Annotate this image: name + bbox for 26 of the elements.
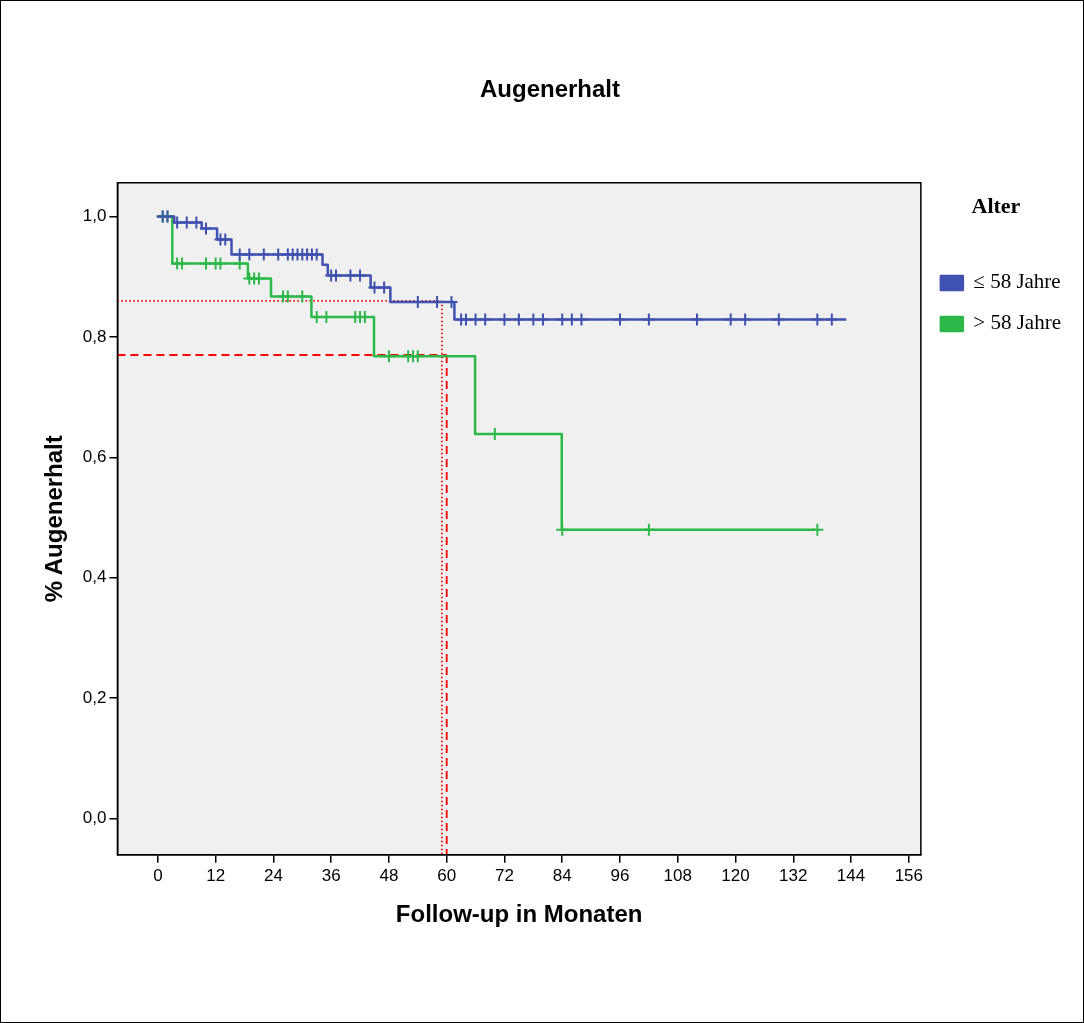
x-tick-label: 36 — [321, 865, 341, 885]
chart-title: Augenerhalt — [479, 75, 621, 103]
x-tick-label: 108 — [663, 865, 692, 885]
x-tick-label: 120 — [721, 865, 750, 885]
y-tick-label: 0,6 — [82, 447, 107, 467]
x-axis-title: Follow-up in Monaten — [395, 900, 643, 928]
x-tick-label: 0 — [153, 865, 163, 885]
x-tick-label: 72 — [495, 865, 514, 885]
y-tick-label: 0,4 — [82, 567, 107, 587]
x-tick-label: 156 — [894, 865, 923, 885]
x-tick-label: 48 — [379, 865, 399, 885]
legend-label: > 58 Jahre — [973, 310, 1062, 335]
x-tick-label: 132 — [779, 865, 808, 885]
legend-label: ≤ 58 Jahre — [973, 269, 1061, 294]
legend-title: Alter — [971, 192, 1021, 218]
y-tick-label: 0,8 — [82, 326, 107, 346]
y-tick-label: 1,0 — [82, 206, 107, 226]
x-tick-label: 12 — [206, 865, 226, 885]
x-tick-label: 60 — [437, 865, 457, 885]
x-tick-label: 24 — [263, 865, 283, 885]
y-tick-label: 0,2 — [82, 687, 107, 707]
y-axis-title: % Augenerhalt — [40, 435, 68, 603]
x-tick-label: 84 — [552, 865, 572, 885]
y-tick-label: 0,0 — [82, 808, 107, 828]
x-tick-label: 96 — [610, 865, 630, 885]
x-tick-label: 144 — [836, 865, 866, 885]
